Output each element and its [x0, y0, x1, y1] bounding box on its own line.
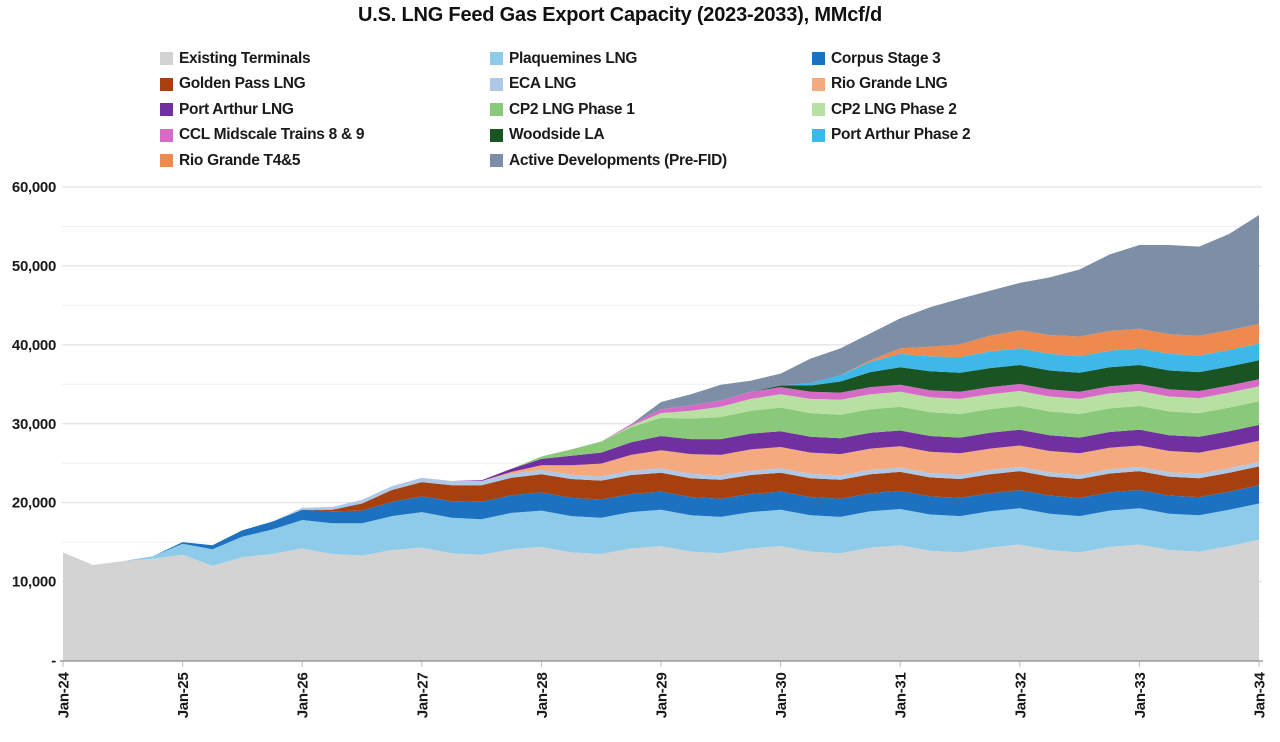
x-tick-label-jan-24: Jan-24: [56, 672, 73, 719]
legend-swatch-corpus-stage-3: [812, 52, 825, 66]
legend-item-cp2-lng-phase-2: CP2 LNG Phase 2: [812, 97, 1220, 123]
y-tick-label-20000: 20,000: [12, 495, 56, 512]
area-corpus-stage-3: [63, 485, 1259, 565]
legend-label: Corpus Stage 3: [831, 49, 941, 67]
legend-item-plaquemines-lng: Plaquemines LNG: [490, 46, 812, 72]
legend-item-rio-grande-lng: Rio Grande LNG: [812, 72, 1220, 98]
legend-item-active-developments-pre-fid: Active Developments (Pre-FID): [490, 148, 812, 174]
legend-item-woodside-la: Woodside LA: [490, 123, 812, 149]
area-rio-grande-lng: [63, 440, 1259, 565]
legend-item-golden-pass-lng: Golden Pass LNG: [160, 72, 490, 98]
legend-item-cp2-lng-phase-1: CP2 LNG Phase 1: [490, 97, 812, 123]
legend-label: Golden Pass LNG: [179, 75, 306, 93]
x-tick-label-jan-31: Jan-31: [893, 673, 910, 719]
legend-label: Port Arthur LNG: [179, 100, 294, 118]
x-tick-label-jan-30: Jan-30: [773, 673, 790, 719]
area-woodside-la: [63, 360, 1259, 565]
legend-item-port-arthur-lng: Port Arthur LNG: [160, 97, 490, 123]
area-plaquemines-lng: [63, 503, 1259, 566]
legend-label: Port Arthur Phase 2: [831, 126, 971, 144]
legend-swatch-rio-grande-lng: [812, 77, 825, 91]
y-tick-label-50000: 50,000: [12, 258, 56, 275]
legend-label: Woodside LA: [509, 126, 605, 144]
legend-label: Plaquemines LNG: [509, 49, 638, 67]
x-axis: Jan-24 Jan-25 Jan-26 Jan-27 Jan-28 Jan-29 Jan-…: [56, 660, 1269, 719]
legend-swatch-eca-lng: [490, 77, 503, 91]
y-tick-label-10000: 10,000: [12, 574, 56, 591]
area-series-group: [63, 215, 1259, 661]
legend-label: CP2 LNG Phase 1: [509, 100, 635, 118]
legend-label: CCL Midscale Trains 8 & 9: [179, 126, 365, 144]
legend-swatch-existing-terminals: [160, 52, 173, 66]
area-existing-terminals: [63, 539, 1259, 661]
x-tick-label-jan-27: Jan-27: [414, 673, 431, 719]
chart-title: U.S. LNG Feed Gas Export Capacity (2023-…: [358, 4, 882, 26]
legend-label: Existing Terminals: [179, 49, 311, 67]
area-active-developments-pre-fid: [63, 215, 1259, 565]
legend-label: CP2 LNG Phase 2: [831, 100, 957, 118]
x-tick-label-jan-34: Jan-34: [1252, 672, 1269, 719]
legend-label: ECA LNG: [509, 75, 577, 93]
legend-swatch-plaquemines-lng: [490, 52, 503, 66]
area-golden-pass-lng: [63, 466, 1259, 565]
legend-swatch-rio-grande-t4-5: [160, 154, 173, 168]
legend-label: Rio Grande T4&5: [179, 151, 301, 169]
legend-swatch-golden-pass-lng: [160, 77, 173, 91]
y-tick-label-40000: 40,000: [12, 337, 56, 354]
legend-item-eca-lng: ECA LNG: [490, 72, 812, 98]
legend-swatch-cp2-lng-phase-2: [812, 103, 825, 117]
x-tick-label-jan-33: Jan-33: [1132, 673, 1149, 719]
legend-label: Active Developments (Pre-FID): [509, 151, 727, 169]
legend-swatch-ccl-midscale-trains-8-9: [160, 128, 173, 142]
area-rio-grande-t4-5: [63, 323, 1259, 565]
y-axis: - 10,000 20,000 30,000 40,000 50,000 60,000: [12, 179, 57, 670]
x-tick-label-jan-26: Jan-26: [295, 673, 312, 719]
chart-legend: Existing Terminals Plaquemines LNG Corpus …: [160, 46, 1220, 174]
x-tick-label-jan-25: Jan-25: [175, 673, 192, 719]
legend-swatch-active-developments-pre-fid: [490, 154, 503, 168]
legend-item-port-arthur-phase-2: Port Arthur Phase 2: [812, 123, 1220, 149]
y-tick-label-0: -: [51, 653, 56, 670]
legend-label: Rio Grande LNG: [831, 75, 948, 93]
legend-swatch-cp2-lng-phase-1: [490, 103, 503, 117]
legend-item-existing-terminals: Existing Terminals: [160, 46, 490, 72]
x-tick-label-jan-32: Jan-32: [1012, 673, 1029, 719]
x-tick-label-jan-29: Jan-29: [654, 673, 671, 719]
y-tick-label-30000: 30,000: [12, 416, 56, 433]
legend-item-corpus-stage-3: Corpus Stage 3: [812, 46, 1220, 72]
y-tick-label-60000: 60,000: [12, 179, 56, 196]
legend-item-rio-grande-t4-5: Rio Grande T4&5: [160, 148, 490, 174]
area-cp2-lng-phase-2: [63, 386, 1259, 565]
legend-swatch-port-arthur-phase-2: [812, 128, 825, 142]
x-tick-label-jan-28: Jan-28: [534, 673, 551, 719]
area-cp2-lng-phase-1: [63, 401, 1259, 565]
legend-swatch-woodside-la: [490, 128, 503, 142]
area-port-arthur-lng: [63, 424, 1259, 565]
legend-item-ccl-midscale-trains-8-9: CCL Midscale Trains 8 & 9: [160, 123, 490, 149]
legend-swatch-port-arthur-lng: [160, 103, 173, 117]
